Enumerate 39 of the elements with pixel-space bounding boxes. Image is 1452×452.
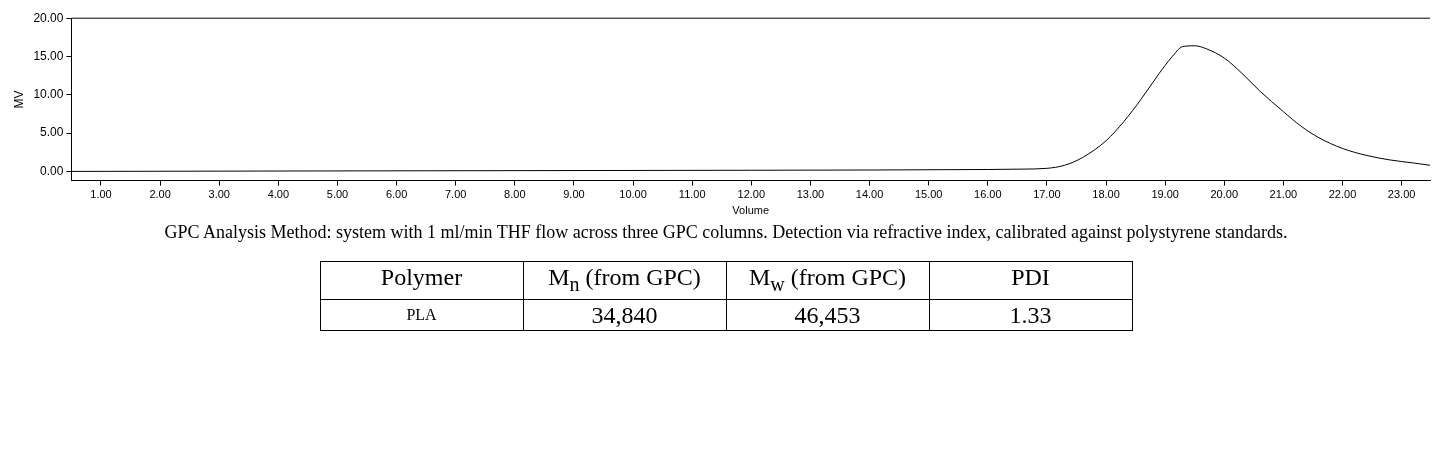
x-axis-title: Volume	[732, 204, 770, 217]
x-tick-label: 19.00	[1151, 188, 1179, 201]
x-tick-label: 11.00	[678, 188, 706, 201]
x-tick-label: 14.00	[855, 188, 884, 201]
y-tick-label: 15.00	[33, 48, 64, 63]
x-tick-label: 5.00	[326, 188, 349, 201]
x-tick-label: 16.00	[974, 188, 1002, 201]
x-tick-label: 10.00	[619, 188, 647, 201]
x-tick-label: 7.00	[445, 188, 467, 201]
x-tick-label: 18.00	[1092, 188, 1120, 201]
y-tick-label: 5.00	[40, 125, 64, 140]
text: 34,840	[523, 299, 726, 331]
text: 1.33	[929, 299, 1132, 331]
x-tick-label: 13.00	[796, 188, 825, 201]
x-tick-label: 20.00	[1210, 188, 1239, 201]
y-tick-label: 10.00	[33, 87, 64, 102]
x-tick-label: 21.00	[1269, 188, 1298, 201]
x-tick-label: 3.00	[208, 188, 230, 201]
text: Polymer	[320, 261, 523, 300]
text: 46,453	[726, 299, 929, 331]
x-tick-label: 17.00	[1033, 188, 1061, 201]
y-axis-title: MV	[11, 90, 26, 109]
x-tick-label: 22.00	[1328, 188, 1357, 201]
text: GPC Analysis Method: system with 1 ml/min THF flow across three GPC columns. Detection via refractive index, calibrated against polystyrene standards.	[163, 221, 1289, 243]
x-tick-label: 15.00	[914, 188, 943, 201]
x-tick-label: 6.00	[385, 188, 408, 201]
x-tick-label: 4.00	[267, 188, 290, 201]
x-tick-label: 8.00	[504, 188, 526, 201]
x-tick-label: 9.00	[563, 188, 585, 201]
text: M$_{n}$ (from GPC)	[523, 261, 726, 300]
text: PLA	[320, 299, 523, 331]
x-tick-label: 12.00	[737, 188, 766, 201]
x-tick-label: 1.00	[90, 188, 112, 201]
text: PDI	[929, 261, 1132, 300]
y-tick-label: 0.00	[40, 163, 64, 178]
x-tick-label: 23.00	[1387, 188, 1416, 201]
y-tick-label: 20.00	[33, 10, 64, 25]
x-tick-label: 2.00	[149, 188, 171, 201]
text: M$_{w}$ (from GPC)	[726, 261, 929, 300]
